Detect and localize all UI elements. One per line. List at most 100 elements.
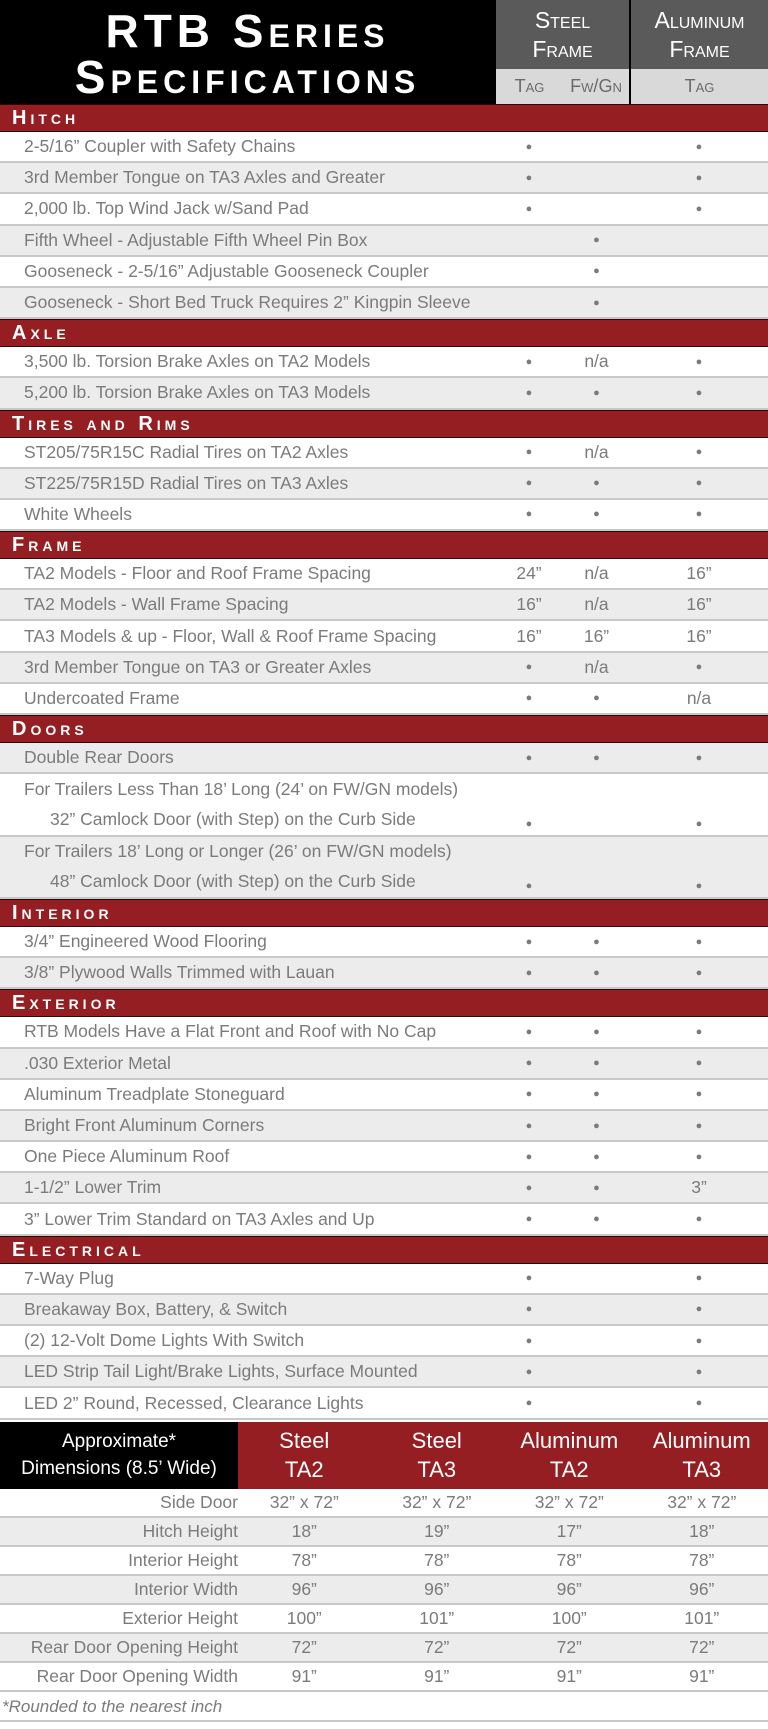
dimension-column-header: Aluminum TA3 [635, 1421, 768, 1489]
row-label-cell: Bright Front Aluminum Corners [0, 1111, 495, 1140]
row-label-cell: Fifth Wheel - Adjustable Fifth Wheel Pin… [0, 226, 495, 255]
dimension-row: Interior Width 96” 96” 96” 96” [0, 1575, 768, 1605]
dimension-value: 18” [291, 1520, 317, 1541]
dimension-row: Hitch Height 18” 19” 17” 18” [0, 1517, 768, 1547]
dimension-label: Rear Door Opening Height [30, 1636, 238, 1657]
steel-fwgn-bullet-icon: ● [593, 692, 600, 705]
row-label: Aluminum Treadplate Stoneguard [24, 1083, 285, 1104]
row-label: 5,200 lb. Torsion Brake Axles on TA3 Mod… [24, 382, 371, 403]
steel-tag-bullet-icon: ● [525, 140, 533, 153]
row-label: ST205/75R15C Radial Tires on TA2 Axles [24, 441, 349, 462]
steel-tag-bullet-icon: ● [525, 1119, 533, 1132]
row-sub-label: 48” Camlock Door (with Step) on the Curb… [50, 871, 416, 892]
steel-fwgn-bullet-icon: ● [593, 508, 600, 521]
dimension-row: Exterior Height 100” 101” 100” 101” [0, 1604, 768, 1634]
row-label: Double Rear Doors [24, 747, 174, 768]
dimension-label: Side Door [160, 1491, 238, 1512]
row-label-cell: TA3 Models & up - Floor, Wall & Roof Fra… [0, 621, 495, 650]
row-label: 1-1/2” Lower Trim [24, 1177, 162, 1198]
row-label: For Trailers Less Than 18’ Long (24’ on … [24, 778, 459, 799]
column-header-line-1: Steel [279, 1427, 330, 1453]
title-line-1: RTB Series [105, 5, 390, 57]
row-label-cell: (2) 12-Volt Dome Lights With Switch [0, 1326, 495, 1355]
section-axle: Axle 3,500 lb. Torsion Brake Axles on TA2… [0, 319, 768, 410]
dimension-value: 19” [424, 1520, 450, 1541]
steel-fwgn-cell [563, 837, 630, 897]
aluminum-tag-bullet-icon: ● [695, 1119, 703, 1132]
dimension-value: 32” x 72” [534, 1491, 604, 1512]
dimensions-corner-label: Approximate* Dimensions (8.5’ Wide) [0, 1421, 238, 1489]
aluminum-tag-bullet-icon: ● [695, 1150, 703, 1163]
aluminum-frame-line-2: Frame [669, 36, 730, 62]
row-label-cell: 2-5/16” Coupler with Safety Chains [0, 132, 495, 161]
section-title: Interior [0, 898, 768, 927]
aluminum-tag-bullet-icon: ● [695, 966, 703, 979]
steel-tag-bullet-icon: ● [525, 879, 533, 892]
steel-fwgn-cell: n/a [584, 594, 609, 615]
dimension-row: Side Door 32” x 72” 32” x 72” 32” x 72” 32” … [0, 1488, 768, 1518]
dimension-value: 96” [556, 1578, 582, 1599]
row-label: Gooseneck - Short Bed Truck Requires 2” … [24, 292, 471, 313]
row-label: RTB Models Have a Flat Front and Roof wi… [24, 1021, 437, 1042]
row-label: White Wheels [24, 503, 132, 524]
column-header-line-2: TA3 [417, 1456, 457, 1482]
steel-frame-line-2: Frame [532, 36, 593, 62]
steel-tag-bullet-icon: ● [525, 1397, 533, 1409]
dimension-value: 17” [556, 1520, 582, 1541]
aluminum-tag-bullet-icon: ● [695, 1213, 703, 1226]
section-exterior: Exterior RTB Models Have a Flat Front and… [0, 989, 768, 1236]
row-label-cell: ST225/75R15D Radial Tires on TA3 Axles [0, 469, 495, 498]
steel-tag-bullet-icon: ● [525, 1272, 533, 1285]
dimension-column-header: Steel TA3 [370, 1421, 503, 1489]
aluminum-tag-bullet-icon: ● [695, 508, 703, 521]
steel-tag-cell: 16” [516, 594, 542, 615]
dimension-row: Interior Height 78” 78” 78” 78” [0, 1546, 768, 1576]
dimension-column-header: Steel TA2 [238, 1421, 371, 1489]
steel-fwgn-cell [563, 774, 630, 834]
steel-fwgn-column-header: Fw/Gn [563, 69, 629, 104]
column-header-line-2: TA2 [549, 1456, 589, 1482]
steel-fwgn-bullet-icon: ● [593, 1025, 600, 1038]
table-row: Double Rear Doors ● ● ● [0, 743, 768, 775]
steel-tag-bullet-icon: ● [525, 202, 533, 215]
aluminum-tag-cell: n/a [686, 687, 712, 708]
row-label: 3/8” Plywood Walls Trimmed with Lauan [24, 962, 335, 983]
dimension-value: 101” [419, 1607, 455, 1628]
row-label-cell: 7-Way Plug [0, 1264, 495, 1293]
steel-tag-cell [495, 288, 563, 317]
section-interior: Interior 3/4” Engineered Wood Flooring ● ● ●… [0, 898, 768, 990]
row-label: 3rd Member Tongue on TA3 Axles and Great… [24, 167, 385, 188]
dimension-value: 78” [689, 1549, 715, 1570]
table-row: TA2 Models - Wall Frame Spacing 16” n/a 16” [0, 590, 768, 622]
aluminum-tag-bullet-icon: ● [695, 1303, 703, 1316]
steel-tag-bullet-icon: ● [525, 1150, 533, 1163]
table-row: One Piece Aluminum Roof ● ● ● [0, 1142, 768, 1174]
row-label: 7-Way Plug [24, 1267, 114, 1288]
table-row: 2,000 lb. Top Wind Jack w/Sand Pad ● ● [0, 194, 768, 226]
steel-tag-bullet-icon: ● [525, 1057, 533, 1070]
steel-fwgn-cell: n/a [584, 563, 609, 584]
steel-tag-bullet-icon: ● [525, 1213, 533, 1226]
dimension-value: 91” [689, 1665, 715, 1686]
column-header-line-1: Aluminum [652, 1427, 751, 1453]
aluminum-tag-bullet-icon: ● [695, 1057, 703, 1070]
dimension-value: 78” [556, 1549, 582, 1570]
table-row: White Wheels ● ● ● [0, 499, 768, 532]
steel-tag-bullet-icon: ● [525, 171, 533, 184]
footnote: *Rounded to the nearest inch [0, 1692, 768, 1722]
steel-tag-cell: 24” [516, 563, 542, 584]
aluminum-tag-bullet-icon: ● [695, 1088, 703, 1101]
column-header-line-1: Steel [411, 1427, 462, 1453]
aluminum-tag-cell: 16” [686, 594, 712, 615]
table-row: Gooseneck - 2-5/16” Adjustable Gooseneck… [0, 256, 768, 288]
row-label: Gooseneck - 2-5/16” Adjustable Gooseneck… [24, 260, 429, 281]
steel-tag-bullet-icon: ● [525, 1181, 533, 1194]
steel-tag-bullet-icon: ● [525, 508, 533, 521]
steel-tag-bullet-icon: ● [525, 386, 533, 399]
steel-tag-column-header: Tag [496, 69, 563, 104]
steel-frame-line-1: Steel [534, 7, 591, 33]
aluminum-tag-bullet-icon: ● [695, 386, 703, 399]
title-line-2: Specifications [74, 51, 421, 103]
steel-fwgn-cell [563, 1388, 630, 1417]
corner-line-1: Approximate* [61, 1430, 177, 1452]
